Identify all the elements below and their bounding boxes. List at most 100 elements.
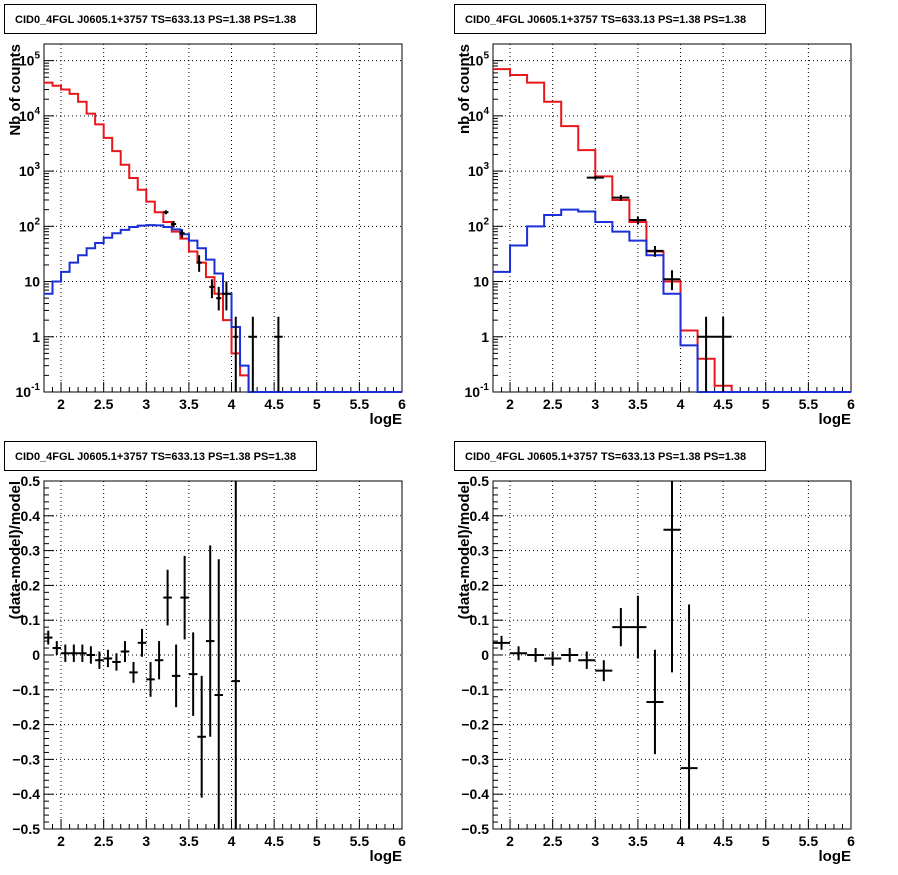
x-tick-label: 4 — [677, 396, 685, 412]
data-point — [209, 279, 215, 299]
x-tick-label: 4 — [228, 833, 236, 849]
y-tick-label: 102 — [468, 216, 490, 234]
y-tick-label: 102 — [19, 216, 41, 234]
x-tick-label: 2 — [57, 396, 65, 412]
y-tick-label: 105 — [468, 51, 490, 69]
x-tick-label: 4 — [228, 396, 236, 412]
y-tick-label: 103 — [19, 161, 41, 179]
x-tick-label: 5 — [313, 396, 321, 412]
data-point — [216, 286, 222, 311]
data-point — [612, 194, 630, 201]
x-tick-label: 6 — [847, 396, 855, 412]
x-tick-label: 3 — [142, 833, 150, 849]
y-tick-label: −0.3 — [461, 751, 489, 767]
x-tick-label: 6 — [847, 833, 855, 849]
x-tick-label: 5.5 — [350, 396, 370, 412]
data-point — [196, 255, 202, 272]
y-tick-label: 10 — [473, 274, 489, 290]
y-tick-label: −0.4 — [461, 786, 489, 802]
model-source-step-line — [44, 224, 402, 393]
y-tick-label: 0 — [32, 647, 40, 663]
residual-point — [52, 641, 62, 655]
data-point — [697, 316, 715, 392]
data-point — [663, 270, 681, 291]
residual-point — [154, 641, 164, 680]
data-point — [171, 220, 177, 228]
y-tick-label: −0.4 — [12, 786, 40, 802]
residual-point — [205, 545, 215, 737]
residual-point — [103, 649, 113, 668]
data-point — [179, 229, 185, 238]
data-point — [248, 316, 258, 392]
x-tick-label: 4.5 — [264, 396, 284, 412]
y-axis-title: (data-model)/model — [7, 481, 24, 619]
residual-point — [61, 644, 70, 662]
data-point — [646, 246, 664, 257]
x-tick-label: 3.5 — [628, 396, 648, 412]
x-tick-label: 5.5 — [350, 833, 370, 849]
residual-point — [95, 651, 104, 669]
x-tick-label: 5 — [762, 833, 770, 849]
y-tick-label: 104 — [468, 106, 490, 124]
model-source-step-line — [493, 208, 851, 393]
x-tick-label: 4.5 — [713, 396, 733, 412]
panel-title: CID0_4FGL J0605.1+3757 TS=633.13 PS=1.38… — [454, 441, 766, 471]
y-tick-label: 104 — [19, 106, 41, 124]
y-tick-label: 0.5 — [21, 473, 41, 489]
panel-title: CID0_4FGL J0605.1+3757 TS=633.13 PS=1.38… — [4, 441, 317, 471]
y-tick-label: −0.5 — [12, 821, 40, 837]
plot-area — [44, 481, 241, 829]
y-tick-label: 0.3 — [21, 543, 41, 559]
x-tick-label: 5.5 — [799, 833, 819, 849]
residual-point — [180, 555, 189, 640]
data-point — [233, 316, 239, 392]
x-axis-title: logE — [370, 411, 403, 428]
residual-point — [646, 649, 664, 755]
y-tick-label: 10 — [24, 274, 40, 290]
residual-point — [578, 651, 596, 669]
data-point — [586, 175, 604, 180]
x-tick-label: 4 — [677, 833, 685, 849]
residual-point — [137, 628, 147, 657]
y-tick-label: 0.1 — [470, 612, 490, 628]
y-tick-label: 0.2 — [21, 577, 41, 593]
plot-residuals-right: 2 2.5 3 3.5 4 4.5 5 5.5 6 −0.5 −0.4 −0.3 −0.2 −0.1 0 0.… — [456, 473, 855, 865]
plot-counts-left: 2 2.5 3 3.5 4 4.5 5 5.5 6 10-1 1 10 102 103 104 105 logE… — [7, 43, 406, 428]
y-tick-label: 0.2 — [470, 577, 490, 593]
data-point — [163, 210, 169, 215]
data-point — [274, 316, 283, 392]
residual-point — [171, 644, 181, 708]
data-point — [629, 216, 647, 225]
x-axis-title: logE — [819, 848, 852, 865]
model-total-step-line — [493, 68, 851, 393]
y-tick-label: −0.1 — [461, 682, 489, 698]
y-tick-label: 103 — [468, 161, 490, 179]
x-tick-label: 2 — [506, 833, 514, 849]
residual-point — [680, 604, 698, 829]
residual-point — [129, 661, 138, 683]
x-tick-label: 3.5 — [179, 396, 199, 412]
residual-point — [214, 559, 223, 829]
residual-point — [78, 644, 87, 662]
y-tick-label: 0.5 — [470, 473, 490, 489]
panel-title: CID0_4FGL J0605.1+3757 TS=633.13 PS=1.38… — [454, 4, 766, 34]
y-tick-label: −0.3 — [12, 751, 40, 767]
residual-point — [188, 632, 198, 716]
plot-frame — [492, 43, 852, 393]
x-tick-label: 6 — [398, 833, 406, 849]
residual-point — [561, 648, 579, 662]
plot-area — [493, 481, 698, 829]
residual-point — [231, 481, 241, 829]
plot-counts-right: 2 2.5 3 3.5 4 4.5 5 5.5 6 10-1 1 10 102 103 104 105 logE… — [456, 43, 855, 428]
residual-point — [112, 653, 121, 671]
x-tick-label: 2 — [57, 833, 65, 849]
x-tick-label: 3 — [591, 833, 599, 849]
y-tick-label: 0.1 — [21, 612, 41, 628]
residual-point — [510, 646, 528, 661]
plot-residuals-left: 2 2.5 3 3.5 4 4.5 5 5.5 6 −0.5 −0.4 −0.3 −0.2 −0.1 0 0.… — [7, 473, 406, 865]
panel-counts-left: 2 2.5 3 3.5 4 4.5 5 5.5 6 10-1 1 10 102 103 104 105 logE… — [0, 0, 449, 437]
data-point — [714, 316, 732, 392]
residual-point — [663, 481, 681, 673]
y-tick-label: 10-1 — [465, 382, 490, 400]
